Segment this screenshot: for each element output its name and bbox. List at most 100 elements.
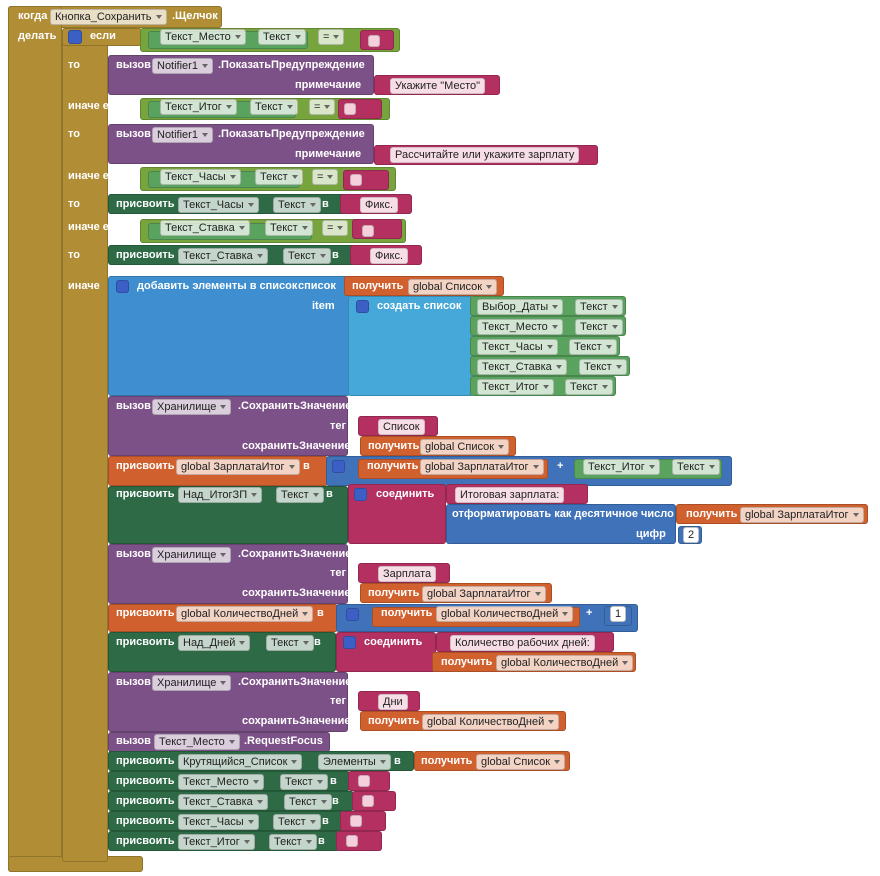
dropdown-field[interactable]: Текст <box>258 29 306 45</box>
dropdown-field[interactable]: global Список <box>408 279 498 295</box>
block-label: то <box>68 59 80 71</box>
dropdown-field[interactable]: Текст_Ставка <box>477 359 567 375</box>
dropdown-field[interactable]: = <box>312 169 339 185</box>
dropdown-field[interactable]: Текст <box>565 379 613 395</box>
dropdown-field[interactable]: Текст_Ставка <box>160 220 250 236</box>
block-label: присвоить <box>116 460 175 472</box>
block-label: в <box>317 607 324 619</box>
dropdown-field[interactable]: Текст_Место <box>178 774 264 790</box>
block-label: вызов <box>116 548 151 560</box>
dropdown-field[interactable]: global ЗарплатаИтог <box>422 586 546 602</box>
dropdown-field[interactable]: global ЗарплатаИтог <box>740 507 864 523</box>
dropdown-field[interactable]: Текст <box>575 319 623 335</box>
dropdown-field[interactable]: Текст <box>269 834 317 850</box>
block-label: присвоить <box>116 607 175 619</box>
dropdown-field[interactable]: Выбор_Даты <box>477 299 564 315</box>
dropdown-field[interactable]: Элементы <box>318 754 391 770</box>
block-label: .СохранитьЗначение <box>238 400 352 412</box>
dropdown-field[interactable]: = <box>322 220 349 236</box>
dropdown-field[interactable]: Текст_Место <box>160 29 246 45</box>
dropdown-field[interactable]: Хранилище <box>152 547 232 563</box>
block-label: сохранитьЗначение <box>242 715 351 727</box>
dropdown-field[interactable]: global КоличествоДней <box>496 655 634 671</box>
block-label: делать <box>18 30 57 42</box>
block-shape <box>362 795 374 807</box>
dropdown-field[interactable]: global Список <box>476 754 566 770</box>
block-label: тег <box>330 695 347 707</box>
dropdown-field[interactable]: Текст_Часы <box>178 197 259 213</box>
dropdown-field[interactable]: Хранилище <box>152 675 232 691</box>
block-label: .СохранитьЗначение <box>238 676 352 688</box>
dropdown-field[interactable]: Текст_Часы <box>160 169 241 185</box>
block-shape <box>332 460 345 473</box>
block-shape <box>354 488 367 501</box>
dropdown-field[interactable]: Текст <box>265 220 313 236</box>
dropdown-field[interactable]: global КоличествоДней <box>176 606 314 622</box>
dropdown-field[interactable]: Над_ИтогЗП <box>178 487 263 503</box>
dropdown-field[interactable]: Текст <box>672 459 720 475</box>
dropdown-field[interactable]: Текст_Итог <box>477 379 554 395</box>
dropdown-field[interactable]: Текст_Место <box>154 734 240 750</box>
dropdown-field[interactable]: = <box>318 29 345 45</box>
dropdown-field[interactable]: Текст <box>266 635 314 651</box>
block-shape <box>348 296 474 396</box>
dropdown-field[interactable]: Текст <box>276 487 324 503</box>
dropdown-field[interactable]: Текст_Часы <box>178 814 259 830</box>
block-label: список <box>298 280 336 292</box>
dropdown-field[interactable]: Текст <box>284 794 332 810</box>
dropdown-field[interactable]: Текст <box>250 99 298 115</box>
dropdown-field[interactable]: Кнопка_Сохранить <box>50 9 167 25</box>
block-label: вызов <box>116 400 151 412</box>
block-shape <box>356 300 369 313</box>
block-label: получить <box>686 508 738 520</box>
dropdown-field[interactable]: Текст_Ставка <box>178 248 268 264</box>
dropdown-field[interactable]: Текст_Ставка <box>178 794 268 810</box>
dropdown-field[interactable]: Хранилище <box>152 399 232 415</box>
block-label: + <box>586 607 593 619</box>
block-label: в <box>332 795 339 807</box>
string-field: Список <box>378 419 425 435</box>
block-label: то <box>68 198 80 210</box>
number-field: 1 <box>610 606 627 622</box>
block-label: в <box>332 249 339 261</box>
dropdown-field[interactable]: global ЗарплатаИтог <box>420 459 544 475</box>
dropdown-field[interactable]: Текст <box>283 248 331 264</box>
block-shape <box>62 28 108 862</box>
dropdown-field[interactable]: Текст <box>273 197 321 213</box>
dropdown-field[interactable]: Текст <box>575 299 623 315</box>
block-label: получить <box>421 755 473 767</box>
dropdown-field[interactable]: Текст_Место <box>477 319 563 335</box>
dropdown-field[interactable]: Notifier1 <box>152 58 213 74</box>
block-label: соединить <box>376 488 435 500</box>
block-label: отформатировать как десятичное число <box>452 508 674 520</box>
block-label: получить <box>367 460 419 472</box>
dropdown-field[interactable]: Крутящийся_Список <box>178 754 303 770</box>
block-label: вызов <box>116 59 151 71</box>
dropdown-field[interactable]: Текст <box>579 359 627 375</box>
block-label: вызов <box>116 676 151 688</box>
dropdown-field[interactable]: global КоличествоДней <box>436 606 574 622</box>
dropdown-field[interactable]: Текст_Итог <box>160 99 237 115</box>
block-label: присвоить <box>116 755 175 767</box>
dropdown-field[interactable]: Текст <box>569 339 617 355</box>
dropdown-field[interactable]: Текст_Итог <box>178 834 255 850</box>
block-shape <box>350 174 362 186</box>
number-field: 2 <box>683 527 700 543</box>
block-label: присвоить <box>116 488 175 500</box>
dropdown-field[interactable]: Текст <box>273 814 321 830</box>
dropdown-field[interactable]: global КоличествоДней <box>422 714 560 730</box>
dropdown-field[interactable]: Текст_Итог <box>583 459 660 475</box>
dropdown-field[interactable]: global ЗарплатаИтог <box>176 459 300 475</box>
string-field: Фикс. <box>370 248 408 264</box>
dropdown-field[interactable]: global Список <box>420 439 510 455</box>
dropdown-field[interactable]: Текст <box>255 169 303 185</box>
string-field: Зарплата <box>378 566 437 582</box>
dropdown-field[interactable]: Текст <box>280 774 328 790</box>
dropdown-field[interactable]: Над_Дней <box>178 635 251 651</box>
block-label: получить <box>352 280 404 292</box>
dropdown-field[interactable]: Текст_Часы <box>477 339 558 355</box>
block-label: присвоить <box>116 249 175 261</box>
block-label: .Щелчок <box>172 10 218 22</box>
dropdown-field[interactable]: Notifier1 <box>152 127 213 143</box>
dropdown-field[interactable]: = <box>309 99 336 115</box>
